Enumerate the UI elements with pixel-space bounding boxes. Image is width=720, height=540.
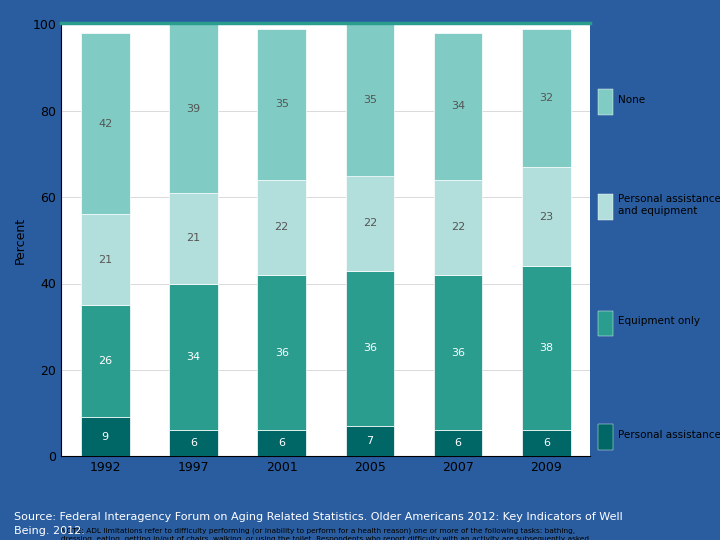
Text: 6: 6 — [278, 438, 285, 448]
Bar — [434, 33, 482, 180]
Bar — [434, 430, 482, 456]
Bar — [169, 430, 217, 456]
Text: Source: Federal Interagency Forum on Aging Related Statistics. Older Americans 2: Source: Federal Interagency Forum on Agi… — [14, 512, 623, 536]
Y-axis label: Percent: Percent — [14, 217, 27, 264]
Bar — [81, 417, 130, 456]
Bar — [81, 33, 130, 214]
Bar — [169, 24, 217, 193]
Bar — [434, 180, 482, 275]
Bar — [346, 271, 394, 426]
Bar — [346, 176, 394, 271]
Bar — [258, 180, 306, 275]
Bar — [169, 284, 217, 430]
Text: 22: 22 — [451, 222, 465, 232]
Text: 22: 22 — [274, 222, 289, 232]
Bar — [346, 24, 394, 176]
Bar — [522, 29, 570, 167]
Text: 39: 39 — [186, 104, 201, 113]
Bar — [258, 29, 306, 180]
Text: NOTE: ADL limitations refer to difficulty performing (or inability to perform fo: NOTE: ADL limitations refer to difficult… — [61, 528, 589, 540]
Text: Personal assistance only: Personal assistance only — [618, 430, 720, 440]
Text: 36: 36 — [363, 343, 377, 353]
Text: 32: 32 — [539, 93, 554, 103]
Text: Equipment only: Equipment only — [618, 316, 700, 326]
Text: 7: 7 — [366, 436, 374, 446]
Bar — [81, 305, 130, 417]
Text: 6: 6 — [190, 438, 197, 448]
Text: 6: 6 — [454, 438, 462, 448]
Text: 21: 21 — [186, 233, 201, 243]
Text: 23: 23 — [539, 212, 554, 221]
Text: 36: 36 — [275, 348, 289, 357]
Text: 21: 21 — [98, 255, 112, 265]
Bar — [522, 430, 570, 456]
Text: 36: 36 — [451, 348, 465, 357]
Text: 34: 34 — [186, 352, 201, 362]
Bar — [522, 266, 570, 430]
Text: Personal assistance
and equipment: Personal assistance and equipment — [618, 194, 720, 217]
Bar — [434, 275, 482, 430]
Text: 34: 34 — [451, 102, 465, 111]
Bar — [258, 275, 306, 430]
Bar — [81, 214, 130, 305]
Bar — [258, 430, 306, 456]
Text: 35: 35 — [275, 99, 289, 109]
Bar — [169, 193, 217, 284]
Text: 26: 26 — [98, 356, 112, 366]
Text: 6: 6 — [543, 438, 550, 448]
Text: 35: 35 — [363, 95, 377, 105]
Text: 38: 38 — [539, 343, 554, 353]
Text: None: None — [618, 95, 645, 105]
Text: 9: 9 — [102, 432, 109, 442]
Bar — [522, 167, 570, 266]
Text: 42: 42 — [98, 119, 112, 129]
Bar — [346, 426, 394, 456]
Text: 22: 22 — [363, 218, 377, 228]
